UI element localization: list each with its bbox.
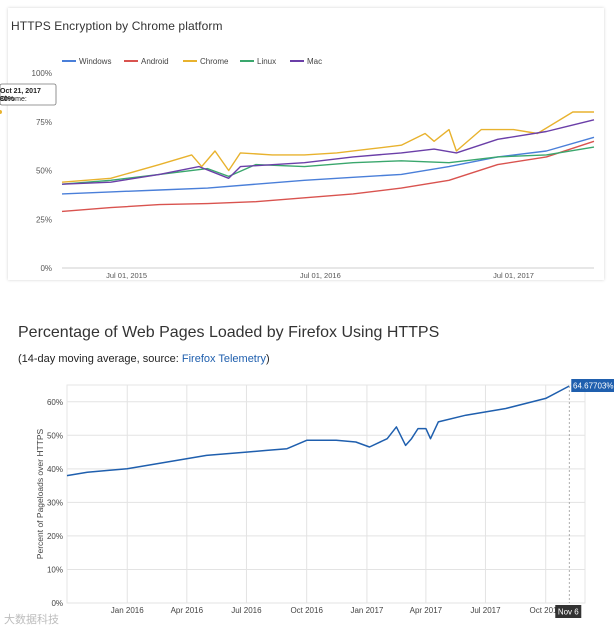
y-tick-label: 50%	[36, 167, 52, 176]
value-flag-label: 64.67703%	[573, 382, 613, 391]
x-tick-label: Jul 01, 2016	[300, 271, 341, 280]
watermark: 大数据科技	[4, 614, 59, 626]
firefox-telemetry-link[interactable]: Firefox Telemetry	[181, 353, 267, 365]
x-tick-label: Jan 2017	[350, 606, 383, 615]
tooltip-point	[0, 109, 3, 115]
tooltip-date: Oct 21, 2017	[0, 88, 41, 95]
x-tick-label: Jul 01, 2017	[493, 271, 534, 280]
x-tick-label: Oct 2017	[529, 606, 562, 615]
y-tick-label: 10%	[47, 565, 63, 574]
x-tick-label: Apr 2017	[410, 606, 443, 615]
firefox-chart-title: Percentage of Web Pages Loaded by Firefo…	[18, 324, 440, 341]
plot-area	[66, 384, 586, 604]
chrome-chart-panel	[8, 8, 604, 280]
x-tick-label: Jan 2016	[111, 606, 144, 615]
y-tick-label: 30%	[47, 498, 63, 507]
tooltip-value: 80%	[0, 96, 15, 103]
legend-label-windows: Windows	[79, 57, 111, 66]
legend-label-linux: Linux	[257, 57, 276, 66]
y-axis-label: Percent of Pageloads over HTTPS	[35, 428, 45, 559]
series-line-chrome	[61, 111, 594, 183]
value-flag	[571, 379, 614, 393]
subtitle-suffix: )	[266, 353, 270, 365]
firefox-chart-subtitle: (14-day moving average, source: Firefox …	[18, 353, 270, 365]
x-tick-label: Jul 01, 2015	[106, 271, 147, 280]
legend-label-mac: Mac	[307, 57, 322, 66]
legend-label-chrome: Chrome	[200, 57, 229, 66]
date-flag	[555, 605, 582, 618]
y-tick-label: 40%	[47, 465, 63, 474]
y-tick-label: 100%	[32, 69, 52, 78]
tooltip-series: Chrome:	[0, 96, 27, 103]
series-line-android	[61, 140, 595, 213]
y-tick-label: 75%	[36, 118, 52, 127]
legend-label-android: Android	[141, 57, 169, 66]
chrome-chart-title: HTTPS Encryption by Chrome platform	[11, 19, 223, 33]
y-tick-label: 50%	[47, 431, 63, 440]
y-tick-label: 60%	[47, 398, 63, 407]
series-line-mac	[61, 119, 595, 185]
tooltip-box	[0, 83, 57, 106]
x-tick-label: Oct 2016	[290, 606, 323, 615]
y-tick-label: 20%	[47, 532, 63, 541]
x-tick-label: Apr 2016	[171, 606, 204, 615]
y-tick-label: 0%	[40, 264, 52, 273]
y-tick-label: 0%	[51, 599, 63, 608]
subtitle-prefix: (14-day moving average, source:	[18, 353, 182, 365]
series-line-firefox	[66, 385, 570, 477]
x-tick-label: Jul 2016	[231, 606, 262, 615]
y-tick-label: 25%	[36, 215, 52, 224]
x-tick-label: Jul 2017	[470, 606, 501, 615]
chrome-https-chart: 0% 25% 50% 75% 100% Jul 01, 2015 Jul 01, 2016 J…	[0, 57, 595, 280]
date-flag-label: Nov 6	[558, 608, 579, 617]
